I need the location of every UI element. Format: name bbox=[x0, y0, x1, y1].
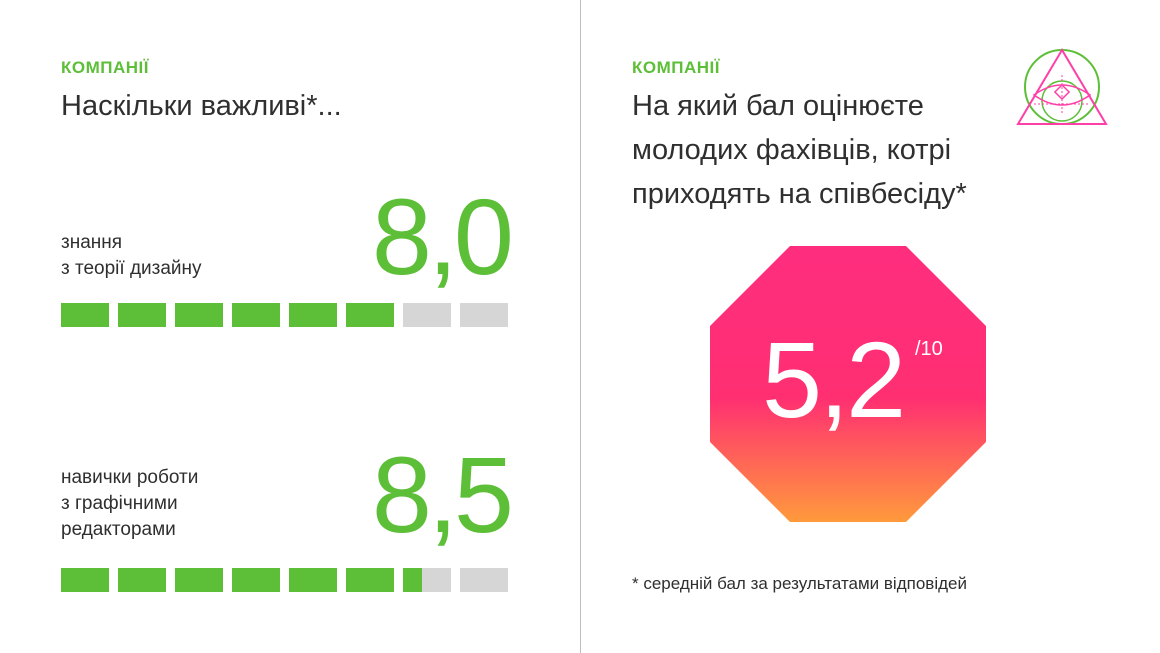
progress-bar-design-theory bbox=[61, 303, 508, 327]
metric-label-line: знання bbox=[61, 232, 123, 253]
progress-bar-graphic-editors bbox=[61, 568, 508, 592]
score-scale: /10 bbox=[915, 338, 943, 360]
metric-label-line: навички роботи bbox=[61, 467, 199, 488]
progress-segment-fill bbox=[232, 303, 280, 327]
left-heading: Наскільки важливі*... bbox=[61, 90, 342, 122]
right-heading: На який бал оцінюєте молодих фахівців, к… bbox=[632, 84, 967, 216]
progress-segment bbox=[61, 303, 109, 327]
metric-value-graphic-editors: 8,5 bbox=[371, 434, 514, 555]
progress-segment bbox=[118, 303, 166, 327]
right-heading-line: молодих фахівців, котрі bbox=[632, 134, 952, 166]
progress-segment-fill bbox=[61, 568, 109, 592]
progress-segment bbox=[289, 568, 337, 592]
progress-segment bbox=[289, 303, 337, 327]
progress-segment-fill bbox=[175, 568, 223, 592]
progress-segment bbox=[460, 568, 508, 592]
progress-segment bbox=[346, 568, 394, 592]
triangle-circle-eye-logo-icon bbox=[1016, 48, 1108, 125]
metric-label-line: з теорії дизайну bbox=[61, 258, 202, 279]
progress-segment-fill bbox=[289, 568, 337, 592]
progress-segment bbox=[61, 568, 109, 592]
metric-label-graphic-editors: навички роботи з графічними редакторами bbox=[61, 465, 281, 543]
progress-segment bbox=[346, 303, 394, 327]
progress-segment bbox=[118, 568, 166, 592]
progress-segment bbox=[403, 303, 451, 327]
progress-segment-fill bbox=[232, 568, 280, 592]
progress-segment bbox=[403, 568, 451, 592]
progress-segment bbox=[232, 303, 280, 327]
progress-segment bbox=[460, 303, 508, 327]
progress-segment-fill bbox=[403, 568, 423, 592]
progress-segment-fill bbox=[346, 303, 394, 327]
metric-value-design-theory: 8,0 bbox=[371, 176, 514, 297]
progress-segment bbox=[175, 568, 223, 592]
progress-segment-fill bbox=[118, 568, 166, 592]
score-value: 5,2 bbox=[762, 319, 906, 440]
vertical-divider bbox=[580, 0, 581, 653]
progress-segment bbox=[175, 303, 223, 327]
progress-segment bbox=[232, 568, 280, 592]
progress-segment-fill bbox=[61, 303, 109, 327]
metric-label-line: редакторами bbox=[61, 519, 176, 540]
footnote: * середній бал за результатами відповіде… bbox=[632, 574, 967, 593]
metric-label-line: з графічними bbox=[61, 493, 178, 514]
right-heading-line: На який бал оцінюєте bbox=[632, 90, 924, 122]
right-heading-line: приходять на співбесіду* bbox=[632, 178, 967, 210]
progress-segment-fill bbox=[175, 303, 223, 327]
progress-segment-fill bbox=[346, 568, 394, 592]
metric-label-design-theory: знання з теорії дизайну bbox=[61, 230, 281, 282]
progress-segment-fill bbox=[289, 303, 337, 327]
score-octagon-badge bbox=[710, 246, 986, 522]
progress-segment-fill bbox=[118, 303, 166, 327]
right-section-label: КОМПАНІЇ bbox=[632, 58, 720, 77]
left-section-label: КОМПАНІЇ bbox=[61, 58, 149, 77]
